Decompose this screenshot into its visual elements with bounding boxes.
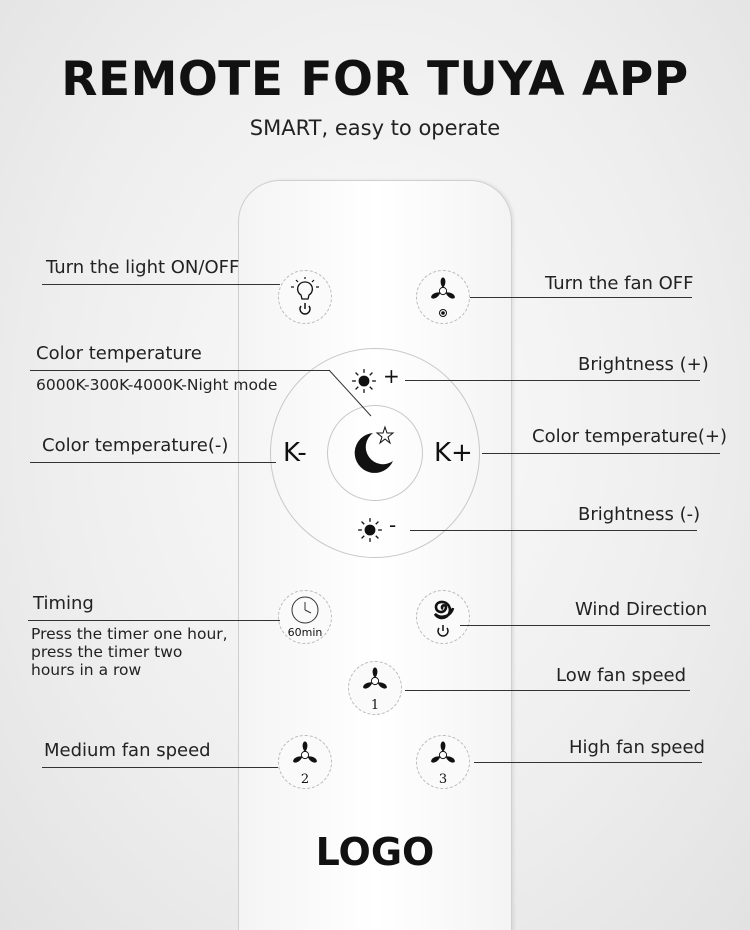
label-timing: Timing <box>33 593 94 614</box>
leader-line <box>28 620 280 621</box>
speed-3-label: 3 <box>439 772 447 785</box>
swirl-power-icon <box>433 600 455 637</box>
logo: LOGO <box>315 830 435 874</box>
label-brightness-minus: Brightness (-) <box>578 504 701 525</box>
leader-line <box>470 297 692 298</box>
fan-icon: 3 <box>429 740 457 785</box>
leader-line <box>42 284 280 285</box>
page-subtitle: SMART, easy to operate <box>249 116 501 140</box>
brightness-down-button[interactable]: - <box>389 513 397 537</box>
color-temp-plus-button[interactable]: K+ <box>434 438 473 468</box>
timer-label: 60min <box>288 626 323 639</box>
label-fan-off: Turn the fan OFF <box>545 273 694 294</box>
label-wind-direction: Wind Direction <box>575 599 708 620</box>
light-onoff-button[interactable] <box>278 270 332 324</box>
label-light-onoff: Turn the light ON/OFF <box>46 257 240 278</box>
color-temp-minus-button[interactable]: K- <box>283 438 307 468</box>
leader-line-diagonal <box>328 369 372 417</box>
leader-line <box>460 625 710 626</box>
timing-desc-3: hours in a row <box>31 661 142 679</box>
timer-button[interactable]: 60min <box>278 590 332 644</box>
night-mode-button[interactable] <box>327 405 423 501</box>
label-color-temp: Color temperature <box>36 343 202 364</box>
brightness-up-button[interactable]: + <box>383 364 400 388</box>
dpad-ring <box>270 348 480 558</box>
fan-speed-3-button[interactable]: 3 <box>416 735 470 789</box>
fan-speed-2-button[interactable]: 2 <box>278 735 332 789</box>
label-medium-fan: Medium fan speed <box>44 740 211 761</box>
fan-off-button[interactable] <box>416 270 470 324</box>
speed-2-label: 2 <box>301 772 309 785</box>
label-color-temp-plus: Color temperature(+) <box>532 426 727 447</box>
page-title: REMOTE FOR TUYA APP <box>61 52 689 107</box>
moon-star-icon <box>354 425 395 473</box>
speed-1-label: 1 <box>371 698 379 711</box>
clock-icon: 60min <box>288 596 323 639</box>
label-color-temp-minus: Color temperature(-) <box>42 435 229 456</box>
fan-speed-1-button[interactable]: 1 <box>348 661 402 715</box>
leader-line <box>30 462 276 463</box>
fan-off-icon <box>429 276 457 317</box>
brightness-down-sun-icon[interactable] <box>357 517 383 543</box>
leader-line <box>410 530 697 531</box>
leader-line <box>42 767 278 768</box>
label-low-fan: Low fan speed <box>556 665 687 686</box>
leader-line <box>30 370 330 371</box>
label-brightness-plus: Brightness (+) <box>578 354 709 375</box>
fan-icon: 1 <box>361 666 389 711</box>
label-color-temp-modes: 6000K-300K-4000K-Night mode <box>36 376 278 394</box>
wind-direction-button[interactable] <box>416 590 470 644</box>
leader-line <box>405 690 690 691</box>
label-high-fan: High fan speed <box>569 737 705 758</box>
leader-line <box>474 762 702 763</box>
leader-line <box>405 380 700 381</box>
bulb-power-icon <box>291 277 319 315</box>
timing-desc-2: press the timer two <box>31 643 183 661</box>
timing-desc-1: Press the timer one hour, <box>31 625 228 643</box>
leader-line <box>482 453 720 454</box>
fan-icon: 2 <box>291 740 319 785</box>
